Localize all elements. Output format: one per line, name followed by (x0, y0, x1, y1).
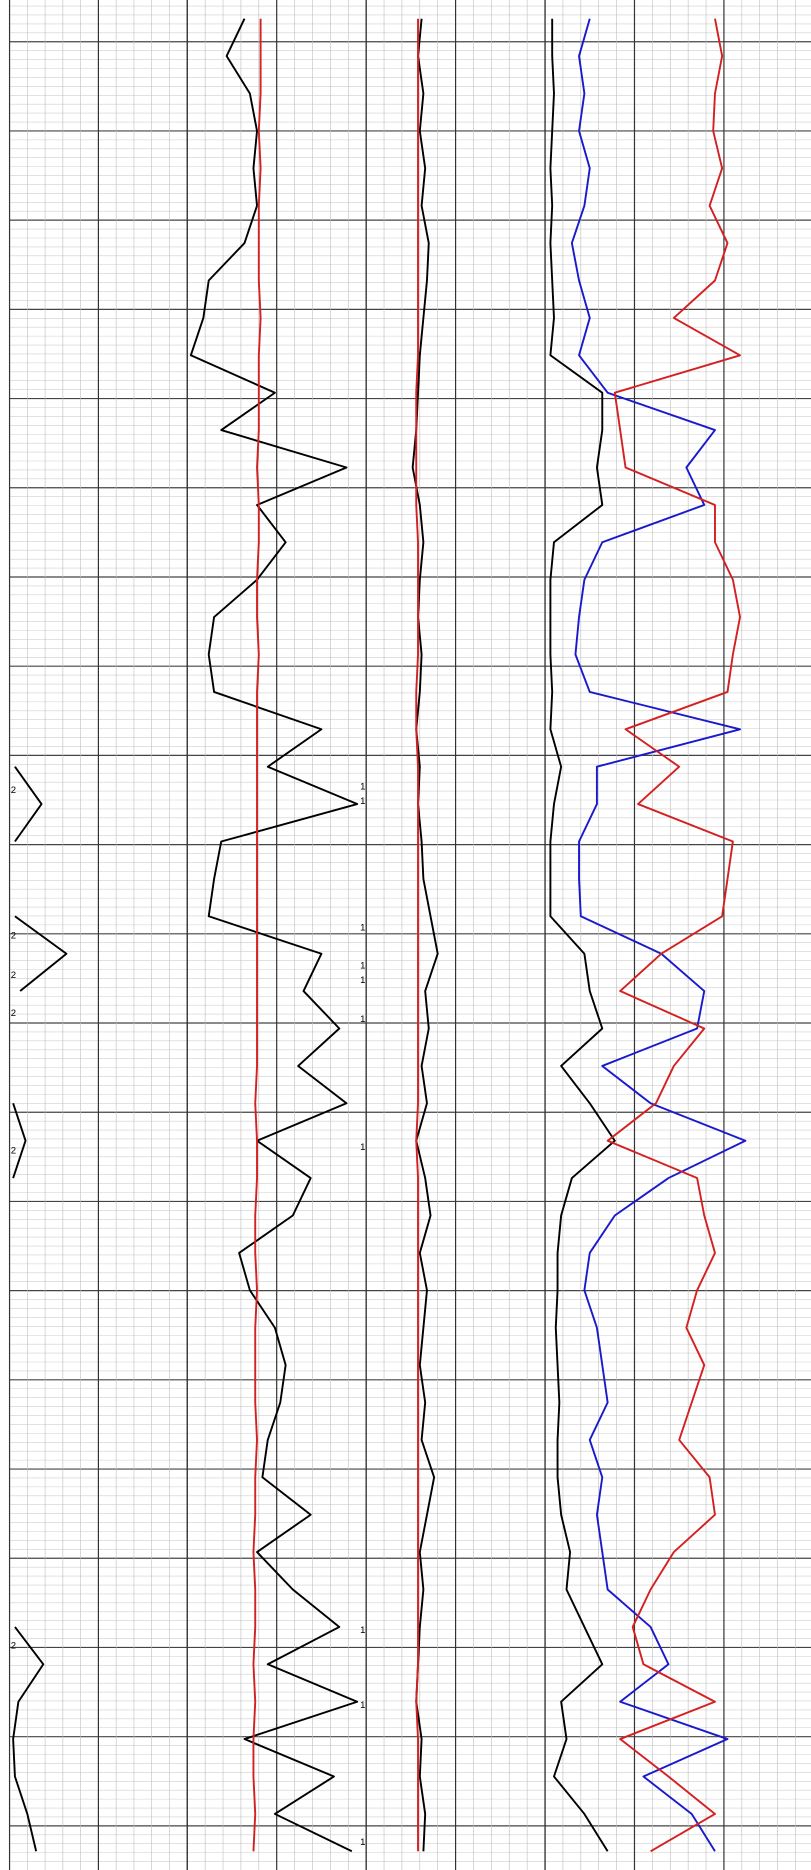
annotation: 1 (360, 1142, 365, 1153)
log-curve (189, 18, 359, 1853)
log-curve (570, 18, 747, 1852)
annotation: 1 (360, 1837, 365, 1848)
annotation: 1 (360, 1014, 365, 1025)
annotation: 1 (360, 1700, 365, 1711)
annotation: 2 (11, 970, 16, 981)
annotation: 2 (11, 785, 16, 796)
annotation: 1 (360, 796, 365, 807)
annotation: 2 (11, 1008, 16, 1019)
log-curve (411, 18, 439, 1852)
log-curve (549, 18, 616, 1852)
annotation: 2 (11, 1640, 16, 1651)
annotation: 1 (360, 961, 365, 972)
log-curve (606, 18, 741, 1853)
annotation: 1 (360, 1625, 365, 1636)
annotation: 1 (360, 922, 365, 933)
annotation: 2 (11, 1145, 16, 1156)
log-curve (252, 18, 262, 1852)
annotation: 2 (11, 931, 16, 942)
annotation: 1 (360, 975, 365, 986)
log-curve (415, 18, 419, 1852)
log-curve (12, 766, 68, 1852)
annotation: 1 (360, 782, 365, 793)
